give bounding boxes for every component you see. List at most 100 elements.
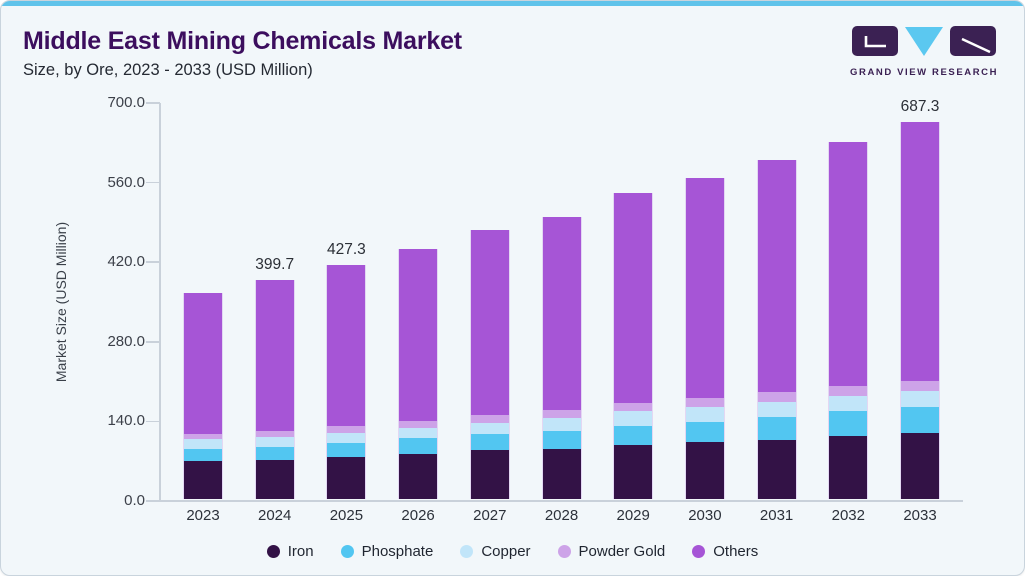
legend-item-powder-gold: Powder Gold (557, 542, 666, 560)
legend-item-copper: Copper (460, 542, 531, 560)
segment-copper-2032 (829, 395, 868, 412)
segment-copper-2030 (685, 406, 724, 422)
legend-label-powder-gold: Powder Gold (578, 542, 666, 560)
legend-dot-powder-gold (557, 544, 571, 558)
segment-powder-gold-2023 (184, 434, 222, 440)
segment-copper-2023 (184, 439, 222, 450)
chart-subtitle: Size, by Ore, 2023 - 2033 (USD Million) (23, 61, 313, 79)
segment-copper-2033 (901, 391, 939, 407)
x-tick-label-2030: 2030 (688, 507, 722, 524)
segment-iron-2033 (901, 433, 939, 499)
legend-label-others: Others (713, 542, 759, 560)
grand-view-research-logo: GRAND VIEW RESEARCH (850, 25, 998, 78)
segment-iron-2024 (255, 460, 294, 499)
y-tick-mark (146, 261, 160, 263)
segment-powder-gold-2027 (470, 415, 509, 423)
legend-label-phosphate: Phosphate (361, 542, 434, 560)
segment-others-2031 (757, 160, 796, 393)
logo-caption: GRAND VIEW RESEARCH (850, 67, 999, 78)
y-tick-mark (146, 181, 160, 184)
segment-phosphate-2023 (184, 449, 222, 462)
segment-phosphate-2032 (829, 411, 868, 436)
stacked-bar-2026 (398, 248, 439, 499)
y-axis-line (159, 103, 161, 501)
segment-copper-2029 (614, 411, 653, 426)
segment-phosphate-2031 (757, 416, 796, 440)
segment-powder-gold-2028 (542, 410, 581, 419)
segment-powder-gold-2025 (327, 426, 366, 433)
segment-powder-gold-2032 (829, 386, 868, 396)
segment-copper-2024 (255, 437, 294, 447)
segment-iron-2030 (685, 442, 724, 499)
x-tick-label-2026: 2026 (401, 507, 435, 524)
segment-iron-2029 (614, 445, 653, 499)
stacked-bar-2029 (613, 193, 654, 499)
segment-copper-2028 (542, 418, 581, 431)
stacked-bar-2025 (326, 264, 367, 499)
x-tick-label-2025: 2025 (329, 507, 364, 524)
y-tick-label-560.0: 560.0 (107, 173, 145, 191)
segment-iron-2027 (470, 449, 509, 499)
stacked-bar-2033 (900, 122, 940, 499)
segment-others-2029 (614, 193, 653, 403)
segment-others-2033 (901, 122, 939, 382)
segment-copper-2026 (399, 427, 438, 439)
legend-item-iron: Iron (266, 543, 314, 560)
stacked-bar-2032 (828, 141, 869, 499)
y-tick-mark (146, 500, 160, 502)
y-tick-label-420.0: 420.0 (107, 253, 145, 271)
stacked-bar-2028 (541, 216, 582, 499)
segment-iron-2032 (829, 435, 868, 499)
legend-item-others: Others (692, 543, 758, 560)
y-tick-mark (146, 102, 160, 104)
segment-phosphate-2029 (614, 425, 653, 446)
segment-others-2030 (685, 178, 724, 398)
segment-powder-gold-2030 (685, 397, 724, 407)
segment-phosphate-2028 (542, 430, 581, 449)
x-axis-line (146, 500, 963, 502)
segment-phosphate-2025 (327, 442, 366, 458)
segment-iron-2023 (184, 461, 222, 499)
legend-label-copper: Copper (481, 542, 531, 560)
bar-value-label-2033: 687.3 (900, 98, 940, 116)
segment-powder-gold-2024 (255, 431, 294, 438)
legend-dot-others (692, 544, 706, 558)
segment-copper-2031 (757, 401, 796, 417)
segment-iron-2031 (757, 439, 796, 499)
x-tick-label-2024: 2024 (258, 507, 292, 524)
x-tick-label-2023: 2023 (186, 507, 220, 524)
bar-value-label-2024: 399.7 (255, 255, 295, 273)
stacked-bar-2023 (183, 293, 223, 499)
legend-dot-copper (460, 544, 474, 558)
segment-iron-2028 (542, 448, 581, 499)
segment-others-2026 (399, 248, 438, 421)
top-accent-bar (1, 1, 1024, 6)
segment-powder-gold-2029 (614, 402, 653, 412)
segment-phosphate-2024 (255, 446, 294, 461)
x-tick-label-2028: 2028 (544, 507, 579, 524)
stacked-bar-2031 (756, 160, 797, 499)
x-tick-label-2031: 2031 (759, 507, 794, 524)
stacked-bar-2027 (469, 230, 510, 499)
segment-others-2024 (255, 280, 294, 432)
y-tick-label-0.0: 0.0 (124, 492, 145, 509)
legend-item-phosphate: Phosphate (340, 542, 434, 560)
segment-others-2027 (470, 230, 509, 416)
legend: Iron Phosphate Copper Powder Gold Others (1, 540, 1024, 562)
gvr-logo-icon (852, 26, 996, 56)
x-tick-label-2027: 2027 (473, 507, 507, 524)
segment-powder-gold-2033 (901, 381, 939, 392)
segment-powder-gold-2026 (399, 420, 438, 428)
chart-title: Middle East Mining Chemicals Market (23, 27, 462, 55)
segment-others-2032 (829, 141, 868, 387)
legend-dot-phosphate (340, 544, 354, 558)
stacked-bar-2030 (684, 178, 725, 499)
segment-phosphate-2033 (901, 406, 939, 434)
x-tick-label-2029: 2029 (616, 507, 650, 524)
y-axis-title: Market Size (USD Million) (53, 221, 69, 383)
segment-phosphate-2026 (399, 438, 438, 455)
segment-phosphate-2030 (685, 421, 724, 443)
segment-others-2023 (184, 293, 222, 435)
